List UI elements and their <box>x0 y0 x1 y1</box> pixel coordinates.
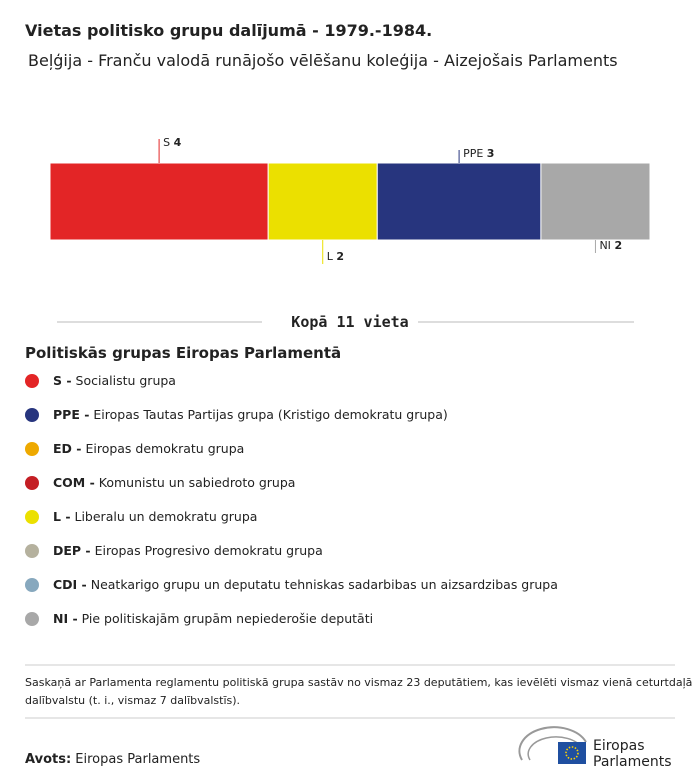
legend-swatch <box>25 374 39 388</box>
legend-entry: ED - Eiropas demokratu grupa <box>53 441 244 456</box>
logo: Eiropas Parlaments <box>518 726 672 770</box>
source-text: Eiropas Parlaments <box>75 752 200 767</box>
legend-abbr: NI - <box>53 611 78 626</box>
logo-text: Parlaments <box>593 754 672 770</box>
logo-flag <box>558 742 586 764</box>
legend-abbr: S - <box>53 373 72 388</box>
bar-label-value: 3 <box>487 147 495 160</box>
legend-abbr: PPE - <box>53 407 89 422</box>
legend-abbr: COM - <box>53 475 95 490</box>
bar-label-name: PPE <box>463 147 483 160</box>
bar-label: PPE 3 <box>463 147 494 160</box>
legend-label: Pie politiskajām grupām nepiederošie dep… <box>82 611 373 626</box>
legend-swatch <box>25 510 39 524</box>
bar-label: S 4 <box>163 136 181 149</box>
bar-label-name: L <box>327 250 334 263</box>
legend-swatch <box>25 476 39 490</box>
legend-swatch <box>25 612 39 626</box>
chart-title: Vietas politisko grupu dalījumā - 1979.-… <box>25 21 432 40</box>
legend-label: Socialistu grupa <box>76 373 176 388</box>
bar-label: L 2 <box>327 250 344 263</box>
bar-segment <box>267 162 378 241</box>
bar-segment <box>376 162 542 241</box>
legend-abbr: L - <box>53 509 71 524</box>
legend-title: Politiskās grupas Eiropas Parlamentā <box>25 344 341 362</box>
legend-label: Liberalu un demokratu grupa <box>75 509 258 524</box>
chart-subtitle: Beļģija - Franču valodā runājošo vēlēšan… <box>28 51 618 70</box>
logo-stars <box>565 746 579 760</box>
legend-label: Eiropas demokratu grupa <box>85 441 244 456</box>
legend-label: Eiropas Tautas Partijas grupa (Kristigo … <box>93 407 447 422</box>
bar-label-value: 2 <box>614 239 622 252</box>
total-label: Kopā 11 vieta <box>291 313 408 331</box>
legend-entry: DEP - Eiropas Progresivo demokratu grupa <box>53 543 323 558</box>
legend-abbr: DEP - <box>53 543 91 558</box>
legend-label: Komunistu un sabiedroto grupa <box>99 475 296 490</box>
legend-entry: COM - Komunistu un sabiedroto grupa <box>53 475 295 490</box>
legend-swatch <box>25 408 39 422</box>
legend-entry: CDI - Neatkarigo grupu un deputatu tehni… <box>53 577 558 592</box>
legend-label: Eiropas Progresivo demokratu grupa <box>95 543 323 558</box>
source-label: Avots: <box>25 752 71 767</box>
bar-label: NI 2 <box>599 239 622 252</box>
legend-swatch <box>25 578 39 592</box>
legend-abbr: ED - <box>53 441 81 456</box>
legend-entry: L - Liberalu un demokratu grupa <box>53 509 257 524</box>
bar-label-value: 2 <box>336 250 344 263</box>
legend-label: Neatkarigo grupu un deputatu tehniskas s… <box>91 577 558 592</box>
legend-swatch <box>25 442 39 456</box>
legend-entry: S - Socialistu grupa <box>53 373 176 388</box>
logo-text: Eiropas <box>593 738 645 754</box>
bar-label-name: S <box>163 136 170 149</box>
note-line: dalībvalstu (t. i., vismaz 7 dalībvalstī… <box>25 694 240 707</box>
bar-label-name: NI <box>599 239 610 252</box>
source: Avots: Eiropas Parlaments <box>25 752 200 767</box>
bar-label-value: 4 <box>174 136 182 149</box>
legend-entry: PPE - Eiropas Tautas Partijas grupa (Kri… <box>53 407 448 422</box>
note-line: Saskaņā ar Parlamenta reglamentu politis… <box>25 676 692 689</box>
logo-arc <box>518 726 587 761</box>
bar-segment <box>49 162 269 241</box>
legend-abbr: CDI - <box>53 577 87 592</box>
bar-segment <box>540 162 651 241</box>
legend-entry: NI - Pie politiskajām grupām nepiederoši… <box>53 611 373 626</box>
legend-swatch <box>25 544 39 558</box>
